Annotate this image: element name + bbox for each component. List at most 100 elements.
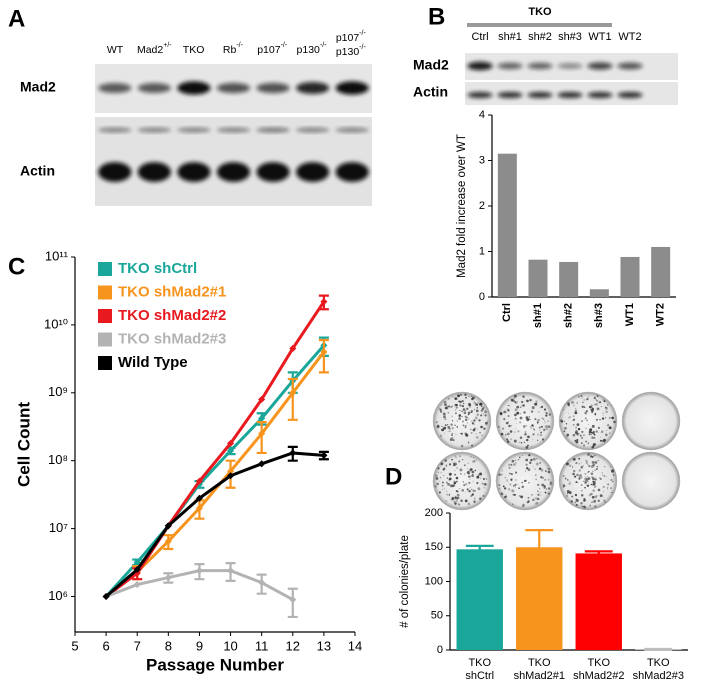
colony (459, 404, 462, 407)
colony (447, 482, 450, 486)
colony (535, 501, 539, 505)
colony (580, 494, 584, 497)
colony (483, 482, 487, 486)
colony (580, 442, 583, 445)
colony (455, 500, 458, 503)
colony (587, 471, 589, 473)
colony (455, 456, 457, 459)
colony (500, 432, 504, 436)
lane-name: p130 (336, 46, 360, 58)
colony (454, 397, 456, 400)
colony (465, 409, 467, 411)
colony (532, 438, 534, 440)
panel-letter: C (8, 253, 25, 280)
x-tick-label: 9 (196, 638, 203, 653)
colony (464, 426, 467, 429)
colony (531, 406, 535, 410)
colony (463, 464, 466, 467)
colony (585, 460, 588, 463)
data-point (164, 522, 172, 530)
colony (498, 487, 501, 490)
colony (534, 497, 538, 500)
colony (584, 481, 587, 485)
colony (579, 434, 582, 437)
colony (564, 477, 567, 480)
error-bar (256, 573, 267, 595)
x-tick-label: shCtrl (465, 670, 494, 682)
colony (460, 432, 464, 435)
colony (581, 405, 584, 408)
colony (578, 476, 581, 480)
colony (580, 502, 583, 505)
colony (592, 470, 594, 472)
error-bar (225, 562, 236, 582)
colony (518, 441, 520, 443)
colony (467, 472, 471, 475)
colony (532, 427, 535, 430)
colony (499, 412, 503, 416)
colony (456, 426, 459, 428)
x-tick-label: TKO (647, 657, 670, 669)
colony (536, 421, 539, 424)
bar (589, 289, 609, 297)
colony (454, 473, 457, 476)
colony (517, 484, 519, 486)
colony (461, 474, 463, 476)
colony (476, 481, 479, 485)
colony (576, 402, 578, 404)
colony (548, 413, 552, 416)
legend-label: TKO shMad2#3 (118, 330, 226, 347)
colony (444, 418, 447, 421)
colony (513, 431, 516, 433)
colony (461, 489, 465, 492)
colony (519, 406, 522, 409)
colony (464, 425, 467, 428)
colony (445, 500, 448, 502)
blot-band (557, 92, 583, 98)
row-label: Mad2 (413, 57, 449, 73)
colony (578, 432, 580, 434)
colony (467, 462, 469, 464)
colony (584, 459, 586, 461)
colony (509, 430, 513, 433)
colony (483, 406, 485, 409)
colony (451, 434, 453, 437)
colony (589, 504, 592, 507)
x-tick-label: 6 (102, 638, 109, 653)
colony (532, 457, 536, 461)
colony (525, 445, 529, 449)
colony (544, 470, 547, 473)
colony (517, 430, 520, 433)
colony (512, 463, 516, 467)
colony (481, 407, 484, 410)
colony (456, 394, 460, 397)
colony (435, 477, 439, 480)
colony (597, 459, 599, 462)
colony (535, 474, 537, 476)
x-tick-label: 13 (317, 638, 331, 653)
colony (434, 474, 438, 478)
colony (593, 433, 596, 436)
colony (604, 501, 606, 503)
colony (446, 490, 448, 492)
y-axis-label: # of colonies/plate (399, 535, 411, 628)
lane-name: p107 (257, 44, 281, 56)
colony (447, 397, 450, 400)
colony (455, 406, 458, 409)
colony (568, 417, 570, 419)
colony-plate (432, 451, 492, 511)
colony (476, 403, 479, 406)
colony (513, 439, 517, 443)
colony (591, 456, 593, 458)
colony (578, 457, 581, 460)
colony (604, 466, 606, 468)
colony (453, 481, 457, 485)
y-tick-label: 10¹¹ (45, 248, 69, 263)
row-label: Mad2 (20, 79, 56, 95)
colony (511, 425, 513, 427)
colony (471, 397, 474, 401)
colony (515, 486, 517, 488)
colony (467, 502, 471, 506)
colony (544, 422, 546, 424)
colony (506, 438, 509, 441)
